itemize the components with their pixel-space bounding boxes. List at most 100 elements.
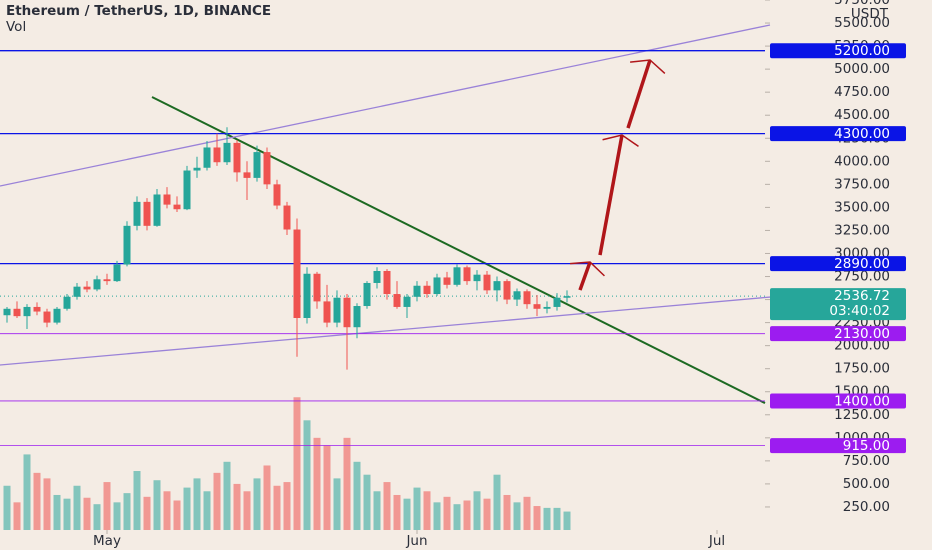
candle-body [223,142,231,163]
y-tick-label: 250.00 [843,499,890,515]
candle-body [373,270,381,283]
volume-bar [463,500,471,530]
candle-body [53,308,61,323]
candle-body [523,291,531,305]
level-label: 1400.00 [834,393,890,409]
volume-bar [223,461,231,530]
y-tick-label: 5750.00 [834,0,890,8]
candle-body [353,306,361,328]
candle-body [383,270,391,295]
volume-bar [263,465,271,530]
candle-body [553,297,561,307]
candle-body [143,201,151,226]
candle-body [203,147,211,168]
candle-body [503,281,511,300]
candle-body [13,308,21,317]
volume-bar [333,478,341,530]
candle-body [113,264,121,282]
arrow-shaft [578,261,592,291]
volume-bar [303,420,311,530]
candle-body [283,205,291,230]
candle-body [23,306,31,317]
candle-body [163,194,171,205]
y-tick-label: 4500.00 [834,107,890,123]
volume-bar [213,472,221,530]
candle-body [323,301,331,323]
level-badge [770,43,906,59]
candle-body [123,225,131,265]
candle-body [273,184,281,206]
y-tick-label: 3500.00 [834,199,890,215]
candle-body [213,147,221,163]
y-tick-label: 5500.00 [834,15,890,31]
volume-bar [423,491,431,530]
level-label: 2130.00 [834,326,890,342]
level-label: 915.00 [843,438,890,454]
candle-body [73,286,81,297]
candle-body [443,277,451,285]
volume-bar [563,511,571,530]
x-tick-label: May [93,533,121,549]
candle-body [413,285,421,297]
volume-bar [73,485,81,530]
volume-bar [403,498,411,530]
volume-bar [413,487,421,530]
candle-body [513,291,521,300]
y-tick-label: 750.00 [843,453,890,469]
candle-body [233,142,241,173]
candle-body [363,282,371,307]
volume-bar [363,474,371,530]
volume-bar [253,478,261,530]
candle-body [63,296,71,309]
candle-body [133,201,141,226]
volume-bar [453,504,461,530]
candle-body [153,194,161,226]
y-tick-label: 2000.00 [834,338,890,354]
y-tick-label: 500.00 [843,476,890,492]
volume-bar [383,482,391,530]
volume-bar [313,437,321,530]
level-badge [770,326,906,342]
candle-body [393,294,401,307]
level-label: 4300.00 [834,126,890,142]
candle-body [483,274,491,291]
candle-body [33,306,41,312]
candle-body [463,267,471,282]
level-label: 5200.00 [834,43,890,59]
candle-body [313,273,321,302]
candle-body [453,267,461,285]
volume-bar [43,478,51,530]
candle-body [293,229,301,318]
candle-body [533,304,541,309]
level-badge [770,438,906,454]
volume-bar [173,500,181,530]
level-badge [770,393,906,409]
volume-bar [373,491,381,530]
candle-body [93,279,101,290]
candle-body [263,152,271,185]
volume-bar [203,491,211,530]
volume-bar [193,478,201,530]
candle-body [173,204,181,210]
volume-bar [3,485,11,530]
volume-bar [503,494,511,530]
volume-bar [473,491,481,530]
volume-bar [493,474,501,530]
candle-body [83,286,91,290]
volume-bar [133,471,141,530]
volume-bar [63,498,71,530]
candle-body [303,273,311,318]
trend-line [0,296,771,366]
volume-bar [433,502,441,530]
x-tick-label: Jun [405,533,427,549]
candle-body [473,274,481,282]
volume-bar [523,496,531,530]
volume-bar [323,445,331,530]
volume-bar [93,504,101,530]
volume-bar [533,506,541,530]
y-tick-label: 1250.00 [834,407,890,423]
level-label: 2890.00 [834,256,890,272]
candle-body [333,297,341,323]
y-tick-label: 4750.00 [834,84,890,100]
volume-bar [53,494,61,530]
